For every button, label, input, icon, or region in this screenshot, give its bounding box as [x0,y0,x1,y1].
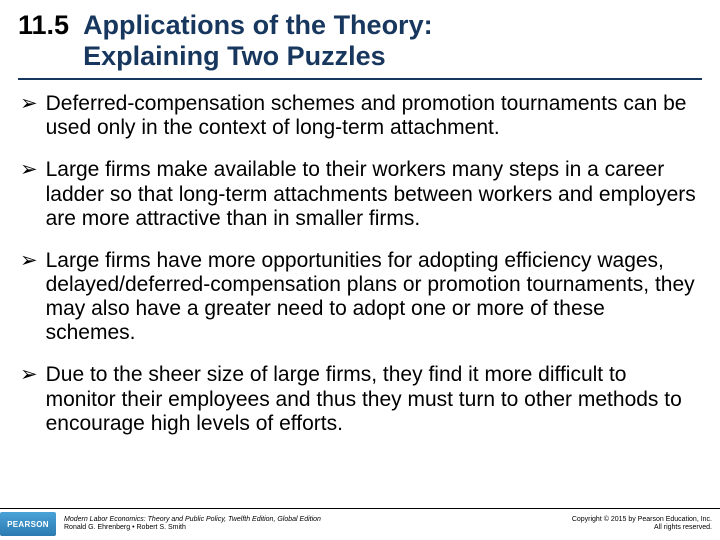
list-item: ➢ Large firms make available to their wo… [20,158,700,230]
footer-copyright: Copyright © 2015 by Pearson Education, I… [572,516,712,533]
list-item: ➢ Due to the sheer size of large firms, … [20,363,700,435]
footer-citation: Modern Labor Economics: Theory and Publi… [64,516,572,533]
slide-container: 11.5 Applications of the Theory: Explain… [0,0,720,540]
bullet-text: Large firms make available to their work… [46,158,700,230]
heading-number: 11.5 [18,10,69,41]
heading-title-line2: Explaining Two Puzzles [83,41,386,71]
bullet-marker-icon: ➢ [20,92,38,116]
bullet-list: ➢ Deferred-compensation schemes and prom… [18,92,702,540]
bullet-marker-icon: ➢ [20,363,38,387]
slide-heading: 11.5 Applications of the Theory: Explain… [18,10,702,72]
heading-underline [18,78,702,80]
footer-copyright-line1: Copyright © 2015 by Pearson Education, I… [572,516,712,523]
list-item: ➢ Deferred-compensation schemes and prom… [20,92,700,140]
heading-title: Applications of the Theory: Explaining T… [83,10,433,72]
bullet-text: Large firms have more opportunities for … [46,249,700,346]
bullet-marker-icon: ➢ [20,249,38,273]
list-item: ➢ Large firms have more opportunities fo… [20,249,700,346]
pearson-logo: PEARSON [0,512,56,536]
footer-authors: Ronald G. Ehrenberg • Robert S. Smith [64,524,186,531]
heading-title-line1: Applications of the Theory: [83,10,433,40]
footer-copyright-line2: All rights reserved. [654,524,712,531]
bullet-text: Deferred-compensation schemes and promot… [46,92,700,140]
bullet-marker-icon: ➢ [20,158,38,182]
footer-book-title: Modern Labor Economics: Theory and Publi… [64,516,321,523]
bullet-text: Due to the sheer size of large firms, th… [46,363,700,435]
slide-footer: PEARSON Modern Labor Economics: Theory a… [0,508,720,540]
